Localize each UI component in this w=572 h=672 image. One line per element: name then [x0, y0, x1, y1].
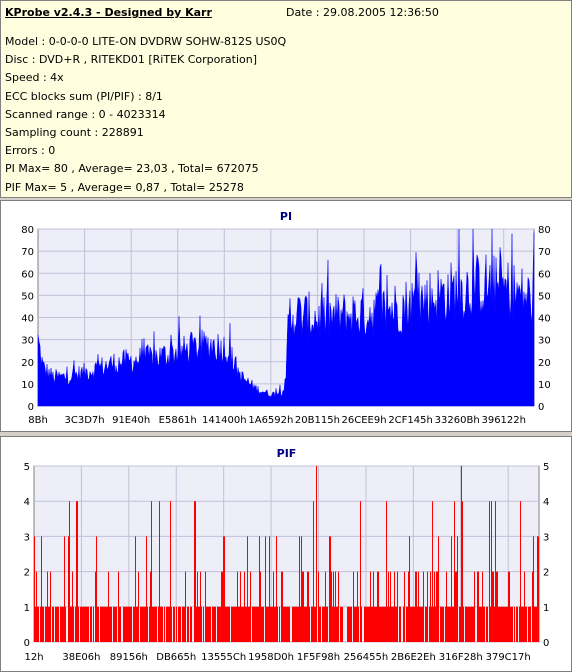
y-tick-label-left: 10 [21, 380, 34, 391]
y-tick-label-left: 70 [21, 247, 34, 258]
chart-title: PI [280, 210, 292, 223]
y-tick-label-right: 50 [538, 291, 551, 302]
info-lines: Model : 0-0-0-0 LITE-ON DVDRW SOHW-812S … [5, 33, 286, 197]
info-sampling-count: Sampling count : 228891 [5, 125, 144, 139]
y-tick-label-right: 2 [543, 568, 549, 579]
y-tick-label-left: 0 [28, 402, 34, 413]
y-tick-label-right: 1 [543, 603, 549, 614]
x-tick-label: 89156h [110, 652, 148, 663]
chart-title: PIF [277, 447, 297, 460]
info-speed: Speed : 4x [5, 71, 64, 85]
x-tick-label: 13555Ch [201, 652, 246, 663]
y-tick-label-right: 30 [538, 336, 551, 347]
y-tick-label-left: 80 [21, 225, 34, 236]
pi-series-area [37, 228, 535, 407]
x-tick-label: E5861h [159, 415, 197, 426]
info-pif-stats: PIF Max= 5 , Average= 0,87 , Total= 2527… [5, 180, 244, 194]
info-panel: KProbe v2.4.3 - Designed by Karr Date : … [0, 0, 572, 198]
x-tick-label: 38E06h [62, 652, 100, 663]
x-tick-label: 396122h [481, 415, 526, 426]
pi-chart: PI 0 0 10 10 20 20 30 30 40 40 50 50 60 60 70 70 80 80 8Bh 3… [21, 210, 551, 426]
x-tick-label: 2B6E2Eh [391, 652, 436, 663]
pif-chart-panel: PIF 0 0 1 1 2 2 3 3 4 4 5 5 12h 38E06h 89156h DB665h 1355… [0, 436, 572, 672]
x-tick-label: 379C17h [486, 652, 531, 663]
info-model: Model : 0-0-0-0 LITE-ON DVDRW SOHW-812S … [5, 35, 287, 48]
info-pi-stats: PI Max= 80 , Average= 23,03 , Total= 672… [5, 162, 259, 176]
y-tick-label-left: 20 [21, 358, 34, 369]
y-tick-label-left: 3 [24, 532, 30, 543]
info-disc: Disc : DVD+R , RITEKD01 [RiTEK Corporati… [5, 53, 258, 67]
x-tick-label: 1A6592h [248, 415, 293, 426]
y-tick-label-right: 10 [538, 380, 551, 391]
x-tick-label: 26CEE9h [341, 415, 386, 426]
y-tick-label-left: 4 [24, 497, 30, 508]
info-errors: Errors : 0 [5, 144, 56, 158]
x-tick-label: DB665h [156, 652, 196, 663]
y-tick-label-right: 20 [538, 358, 551, 369]
y-tick-label-left: 50 [21, 291, 34, 302]
x-tick-label: 91E40h [112, 415, 150, 426]
y-tick-label-right: 0 [543, 638, 549, 649]
y-tick-label-right: 70 [538, 247, 551, 258]
y-tick-label-right: 80 [538, 225, 551, 236]
pif-chart: PIF 0 0 1 1 2 2 3 3 4 4 5 5 12h 38E06h 89156h DB665h 1355… [24, 447, 550, 663]
y-tick-label-left: 5 [24, 462, 30, 473]
x-tick-label: 1958D0h [248, 652, 294, 663]
scan-date: Date : 29.08.2005 12:36:50 [286, 6, 439, 19]
info-scanned-range: Scanned range : 0 - 4023314 [5, 107, 166, 121]
y-tick-label-right: 0 [538, 402, 544, 413]
x-tick-label: 256455h [344, 652, 389, 663]
app-title: KProbe v2.4.3 - Designed by Karr [5, 6, 212, 19]
y-tick-label-right: 60 [538, 269, 551, 280]
y-tick-label-right: 4 [543, 497, 549, 508]
x-tick-label: 12h [24, 652, 43, 663]
y-tick-label-left: 40 [21, 314, 34, 325]
y-tick-label-right: 5 [543, 462, 549, 473]
x-tick-label: 1F5F98h [297, 652, 340, 663]
x-tick-label: 316F28h [439, 652, 483, 663]
x-tick-label: 20B115h [295, 415, 340, 426]
x-tick-label: 2CF145h [388, 415, 433, 426]
y-tick-label-left: 30 [21, 336, 34, 347]
y-tick-label-right: 3 [543, 532, 549, 543]
x-tick-label: 8Bh [28, 415, 48, 426]
x-tick-label: 3C3D7h [65, 415, 105, 426]
y-tick-label-left: 60 [21, 269, 34, 280]
y-tick-label-right: 40 [538, 314, 551, 325]
y-tick-label-left: 0 [24, 638, 30, 649]
x-tick-label: 33260Bh [435, 415, 480, 426]
y-tick-label-left: 2 [24, 568, 30, 579]
y-tick-label-left: 1 [24, 603, 30, 614]
x-tick-label: 141400h [202, 415, 247, 426]
info-ecc-blocks: ECC blocks sum (PI/PIF) : 8/1 [5, 89, 163, 103]
pi-chart-panel: PI 0 0 10 10 20 20 30 30 40 40 50 50 60 60 70 70 80 80 8Bh 3… [0, 200, 572, 432]
